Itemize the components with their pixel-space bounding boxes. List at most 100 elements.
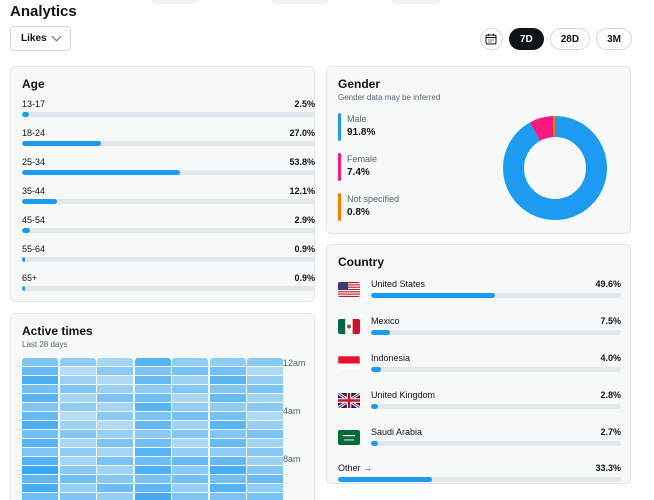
heatmap-cell[interactable] (59, 421, 96, 429)
heatmap-cell[interactable] (134, 430, 171, 438)
heatmap-cell[interactable] (97, 394, 133, 402)
heatmap-cell[interactable] (209, 421, 246, 429)
heatmap-cell[interactable] (247, 367, 283, 375)
heatmap-cell[interactable] (97, 457, 133, 465)
heatmap-cell[interactable] (22, 493, 58, 500)
heatmap-cell[interactable] (134, 466, 171, 474)
heatmap-cell[interactable] (172, 403, 208, 411)
heatmap-cell[interactable] (172, 412, 208, 420)
heatmap-cell[interactable] (59, 385, 96, 393)
heatmap-cell[interactable] (22, 385, 58, 393)
heatmap-cell[interactable] (134, 367, 171, 375)
heatmap-cell[interactable] (209, 358, 246, 366)
heatmap-cell[interactable] (22, 412, 58, 420)
heatmap-cell[interactable] (59, 430, 96, 438)
heatmap-cell[interactable] (247, 430, 283, 438)
heatmap-cell[interactable] (22, 484, 58, 492)
heatmap-cell[interactable] (247, 457, 283, 465)
heatmap-cell[interactable] (172, 358, 208, 366)
heatmap-cell[interactable] (97, 403, 133, 411)
country-row[interactable]: United Kingdom 2.8% (338, 390, 621, 420)
heatmap-cell[interactable] (209, 367, 246, 375)
heatmap-cell[interactable] (59, 493, 96, 500)
heatmap-cell[interactable] (97, 385, 133, 393)
heatmap-cell[interactable] (134, 457, 171, 465)
heatmap-cell[interactable] (209, 376, 246, 384)
country-other-row[interactable]: Other → 33.3% (338, 463, 621, 485)
range-3m-button[interactable]: 3M (596, 28, 632, 50)
heatmap-cell[interactable] (209, 448, 246, 456)
heatmap-cell[interactable] (97, 358, 133, 366)
heatmap-cell[interactable] (59, 358, 96, 366)
heatmap-cell[interactable] (22, 448, 58, 456)
heatmap-cell[interactable] (209, 493, 246, 500)
heatmap-cell[interactable] (247, 403, 283, 411)
heatmap-cell[interactable] (209, 394, 246, 402)
heatmap-cell[interactable] (209, 466, 246, 474)
heatmap-cell[interactable] (134, 448, 171, 456)
metric-dropdown[interactable]: Likes (10, 26, 71, 51)
heatmap-cell[interactable] (172, 439, 208, 447)
heatmap-cell[interactable] (247, 448, 283, 456)
heatmap-cell[interactable] (172, 385, 208, 393)
heatmap-cell[interactable] (172, 394, 208, 402)
heatmap-cell[interactable] (59, 376, 96, 384)
heatmap-cell[interactable] (59, 484, 96, 492)
heatmap-cell[interactable] (59, 403, 96, 411)
heatmap-cell[interactable] (59, 448, 96, 456)
heatmap-cell[interactable] (247, 394, 283, 402)
heatmap-cell[interactable] (209, 439, 246, 447)
heatmap-cell[interactable] (97, 493, 133, 500)
heatmap-cell[interactable] (97, 376, 133, 384)
heatmap-cell[interactable] (22, 358, 58, 366)
heatmap-cell[interactable] (22, 421, 58, 429)
heatmap-cell[interactable] (209, 457, 246, 465)
heatmap-cell[interactable] (59, 439, 96, 447)
heatmap-cell[interactable] (97, 475, 133, 483)
heatmap-cell[interactable] (97, 412, 133, 420)
heatmap-cell[interactable] (247, 439, 283, 447)
heatmap-cell[interactable] (172, 376, 208, 384)
heatmap-cell[interactable] (247, 421, 283, 429)
heatmap-cell[interactable] (97, 448, 133, 456)
heatmap-cell[interactable] (22, 403, 58, 411)
heatmap-cell[interactable] (172, 421, 208, 429)
heatmap-cell[interactable] (22, 430, 58, 438)
heatmap-cell[interactable] (22, 376, 58, 384)
heatmap-cell[interactable] (59, 475, 96, 483)
heatmap-cell[interactable] (59, 412, 96, 420)
heatmap-cell[interactable] (209, 475, 246, 483)
heatmap-cell[interactable] (59, 457, 96, 465)
heatmap-cell[interactable] (172, 457, 208, 465)
heatmap-cell[interactable] (247, 484, 283, 492)
heatmap-cell[interactable] (209, 385, 246, 393)
heatmap-cell[interactable] (172, 466, 208, 474)
heatmap-cell[interactable] (59, 466, 96, 474)
heatmap-cell[interactable] (59, 367, 96, 375)
heatmap-cell[interactable] (134, 475, 171, 483)
heatmap-cell[interactable] (209, 403, 246, 411)
heatmap-cell[interactable] (22, 439, 58, 447)
heatmap-cell[interactable] (247, 493, 283, 500)
heatmap-cell[interactable] (134, 421, 171, 429)
heatmap-cell[interactable] (134, 403, 171, 411)
heatmap-cell[interactable] (134, 394, 171, 402)
heatmap-cell[interactable] (247, 385, 283, 393)
country-row[interactable]: Saudi Arabia 2.7% (338, 427, 621, 457)
heatmap-cell[interactable] (172, 475, 208, 483)
heatmap-cell[interactable] (22, 394, 58, 402)
heatmap-cell[interactable] (172, 448, 208, 456)
heatmap-cell[interactable] (97, 484, 133, 492)
country-row[interactable]: United States 49.6% (338, 279, 621, 309)
heatmap-cell[interactable] (22, 466, 58, 474)
heatmap-cell[interactable] (247, 475, 283, 483)
heatmap-cell[interactable] (247, 412, 283, 420)
heatmap-cell[interactable] (97, 439, 133, 447)
range-28d-button[interactable]: 28D (549, 28, 591, 50)
heatmap-cell[interactable] (134, 439, 171, 447)
heatmap-cell[interactable] (134, 493, 171, 500)
heatmap-cell[interactable] (22, 475, 58, 483)
heatmap-cell[interactable] (172, 484, 208, 492)
heatmap-cell[interactable] (209, 412, 246, 420)
heatmap-cell[interactable] (134, 484, 171, 492)
